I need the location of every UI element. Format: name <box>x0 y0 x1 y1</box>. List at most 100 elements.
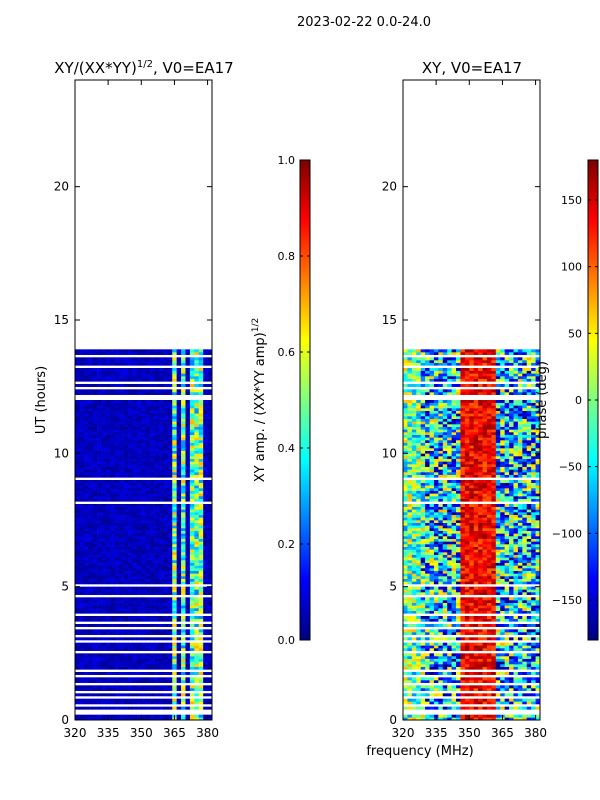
heatmap-cell <box>92 517 98 521</box>
heatmap-cell <box>189 514 195 518</box>
heatmap-cell <box>517 605 523 609</box>
heatmap-cell <box>128 370 133 374</box>
heatmap-cell <box>172 514 177 518</box>
heatmap-cell <box>189 624 195 627</box>
heatmap-cell <box>154 616 160 619</box>
heatmap-cell <box>460 568 466 571</box>
heatmap-cell <box>438 600 444 603</box>
heatmap-cell <box>75 448 80 451</box>
heatmap-cell <box>88 573 93 577</box>
heatmap-cell <box>464 666 470 670</box>
heatmap-cell <box>491 714 497 718</box>
heatmap-cell <box>429 586 435 590</box>
heatmap-cell <box>486 661 492 665</box>
heatmap-cell <box>105 413 111 417</box>
heatmap-cell <box>79 672 85 675</box>
heatmap-cell <box>181 666 186 670</box>
heatmap-cell <box>92 586 98 590</box>
heatmap-cell <box>128 605 133 609</box>
heatmap-cell <box>495 629 501 633</box>
heatmap-cell <box>123 402 129 406</box>
heatmap-cell <box>75 442 80 446</box>
heatmap-cell <box>207 490 213 494</box>
heatmap-cell <box>163 530 169 534</box>
heatmap-cell <box>79 509 85 513</box>
heatmap-cell <box>136 664 142 667</box>
heatmap-cell <box>509 597 514 601</box>
heatmap-cell <box>513 576 519 579</box>
heatmap-cell <box>447 701 452 705</box>
heatmap-cell <box>141 610 147 614</box>
heatmap-cell <box>504 586 510 590</box>
heatmap-cell <box>456 672 461 675</box>
heatmap-cell <box>442 706 448 710</box>
heatmap-cell <box>119 565 124 569</box>
heatmap-cell <box>158 517 164 521</box>
heatmap-cell <box>154 514 160 518</box>
heatmap-cell <box>207 520 213 523</box>
heatmap-cell <box>79 717 85 721</box>
heatmap-cell <box>207 608 213 611</box>
heatmap-cell <box>172 429 177 433</box>
heatmap-cell <box>460 645 466 649</box>
heatmap-cell <box>531 610 536 614</box>
heatmap-cell <box>185 629 191 633</box>
heatmap-cell <box>163 672 169 675</box>
x-tick-label: 365 <box>163 726 186 740</box>
heatmap-cell <box>88 349 93 353</box>
heatmap-cell <box>158 528 164 531</box>
heatmap-cell <box>425 570 430 574</box>
heatmap-cell <box>105 602 111 606</box>
heatmap-cell <box>128 544 133 547</box>
heatmap-cell <box>114 480 120 483</box>
heatmap-cell <box>447 608 452 611</box>
heatmap-cell <box>509 645 514 649</box>
heatmap-cell <box>181 464 186 467</box>
heatmap-cell <box>136 541 142 545</box>
heatmap-cell <box>442 608 448 611</box>
heatmap-cell <box>172 672 177 675</box>
heatmap-cell <box>189 589 195 593</box>
heatmap-cell <box>194 546 200 550</box>
heatmap-cell <box>141 498 147 502</box>
heatmap-cell <box>167 714 173 718</box>
heatmap-cell <box>154 632 160 635</box>
heatmap-cell <box>194 618 200 622</box>
heatmap-cell <box>75 357 80 361</box>
heatmap-cell <box>531 648 536 651</box>
heatmap-cell <box>158 589 164 593</box>
heatmap-cell <box>119 605 124 609</box>
heatmap-cell <box>145 557 151 561</box>
heatmap-cell <box>482 648 488 651</box>
heatmap-cell <box>150 362 155 366</box>
heatmap-cell <box>517 578 523 582</box>
heatmap-cell <box>451 570 457 574</box>
heatmap-cell <box>198 389 204 393</box>
heatmap-cell <box>176 656 182 659</box>
heatmap-cell <box>482 618 488 622</box>
heatmap-cell <box>172 506 177 510</box>
heatmap-cell <box>158 370 164 374</box>
heatmap-cell <box>110 568 116 571</box>
heatmap-cell <box>451 658 457 662</box>
heatmap-cell <box>75 437 80 441</box>
heatmap-cell <box>97 602 102 606</box>
heatmap-cell <box>128 509 133 513</box>
heatmap-cell <box>420 677 426 681</box>
heatmap-cell <box>194 581 200 585</box>
heatmap-cell <box>154 512 160 515</box>
heatmap-cell <box>101 645 107 649</box>
heatmap-cell <box>172 648 177 651</box>
heatmap-cell <box>478 642 483 646</box>
heatmap-cell <box>101 384 107 387</box>
heatmap-cell <box>88 576 93 579</box>
heatmap-cell <box>128 464 133 467</box>
heatmap-cell <box>185 416 191 419</box>
heatmap-cell <box>407 717 413 721</box>
heatmap-cell <box>531 698 536 702</box>
heatmap-cell <box>141 426 147 430</box>
amplitude-colorbar-label: XY amp. / (XX*YY amp)1/2 <box>251 318 268 482</box>
heatmap-cell <box>105 405 111 409</box>
heatmap-cell <box>123 656 129 659</box>
heatmap-cell <box>482 688 488 691</box>
